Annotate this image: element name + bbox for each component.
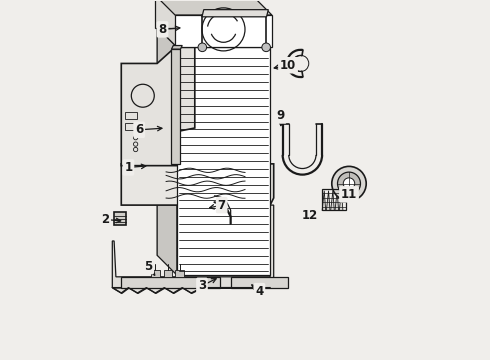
Text: 9: 9 [277,109,285,122]
Circle shape [338,172,361,195]
Circle shape [343,178,355,189]
Polygon shape [177,47,270,275]
Polygon shape [157,28,270,47]
Text: 7: 7 [218,199,226,212]
Polygon shape [172,45,182,49]
Polygon shape [326,191,330,211]
Bar [125,123,136,130]
Polygon shape [155,0,252,28]
Polygon shape [335,191,339,211]
Polygon shape [231,277,288,288]
Polygon shape [175,15,272,47]
Polygon shape [172,49,180,164]
Text: 3: 3 [198,279,206,292]
Circle shape [262,43,270,51]
Polygon shape [114,212,126,225]
Text: 12: 12 [301,210,318,222]
Polygon shape [122,47,195,166]
Circle shape [198,43,207,51]
Polygon shape [175,270,184,277]
Polygon shape [202,10,269,17]
Text: 4: 4 [255,285,264,298]
Text: 6: 6 [135,123,144,136]
Text: 1: 1 [124,161,132,174]
Text: 2: 2 [101,213,109,226]
Text: 8: 8 [158,23,167,36]
Polygon shape [339,191,343,211]
Polygon shape [157,28,177,275]
Polygon shape [122,277,220,288]
Polygon shape [331,191,334,211]
Polygon shape [164,270,172,277]
Polygon shape [157,28,250,255]
Text: 5: 5 [144,260,152,273]
Polygon shape [155,0,272,15]
Circle shape [332,166,366,201]
Text: 10: 10 [280,59,296,72]
Polygon shape [322,191,326,211]
Bar [125,112,137,119]
Polygon shape [122,164,274,205]
Polygon shape [112,205,274,288]
Polygon shape [151,270,160,277]
Text: 11: 11 [341,188,357,201]
